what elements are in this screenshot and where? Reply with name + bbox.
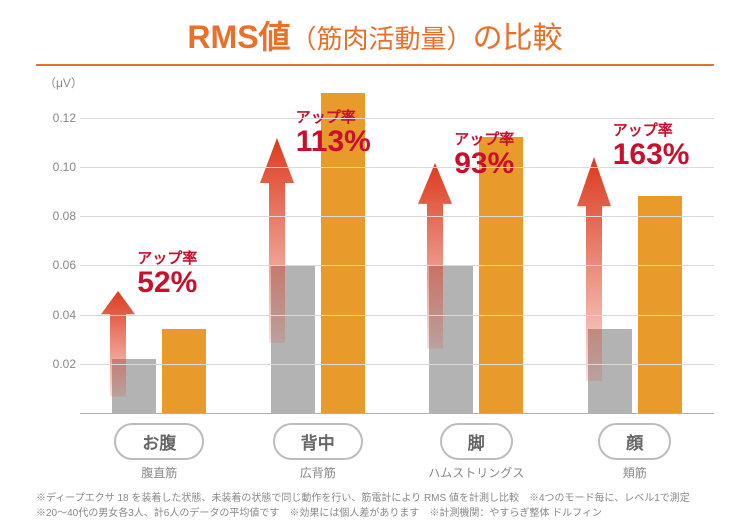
category-pill: 背中 (273, 423, 363, 460)
footnote-line: ※20～40代の男女各3人、計6人のデータの平均値です ※効果には個人差がありま… (36, 506, 714, 521)
title-tail: の比較 (473, 22, 563, 55)
y-axis-unit: （μV） (44, 74, 714, 91)
bar-group: アップ率52% (80, 93, 239, 413)
bar-group: アップ率163% (556, 93, 715, 413)
up-arrow-icon (418, 163, 452, 349)
category-pill: お腹 (114, 423, 204, 460)
bar-after (321, 93, 365, 413)
y-tick-label: 0.04 (53, 308, 76, 322)
bar-after (479, 137, 523, 413)
category-pill: 脚 (440, 423, 513, 460)
increase-callout: アップ率52% (137, 247, 197, 298)
increase-label: アップ率 (613, 119, 690, 140)
title-divider (36, 64, 714, 66)
y-tick-label: 0.02 (53, 357, 76, 371)
bar-group: アップ率93% (397, 93, 556, 413)
y-tick-label: 0.10 (53, 160, 76, 174)
bar-chart: 0.020.040.060.080.100.12 アップ率52% アップ率113… (36, 93, 714, 413)
up-arrow-icon (260, 138, 294, 343)
category-pill: 顔 (598, 423, 671, 460)
footnotes: ※ディープエクサ 18 を装着した状態、未装着の状態で同じ動作を行い、筋電計によ… (36, 491, 714, 521)
bar-groups: アップ率52% アップ率113% アップ率93% アップ率163% (80, 93, 714, 413)
footnote-line: ※ディープエクサ 18 を装着した状態、未装着の状態で同じ動作を行い、筋電計によ… (36, 491, 714, 506)
x-category: 顔頬筋 (556, 423, 715, 481)
bar-after (638, 196, 682, 413)
category-subtitle: 腹直筋 (80, 464, 239, 481)
category-subtitle: 広背筋 (239, 464, 398, 481)
y-axis: 0.02 0.04 0.06 0.08 0.10 0.12 (36, 93, 80, 413)
grid-line (80, 315, 714, 316)
category-subtitle: 頬筋 (556, 464, 715, 481)
grid-line (80, 216, 714, 217)
increase-value: 52% (137, 268, 197, 298)
increase-value: 163% (613, 140, 690, 170)
baseline (80, 413, 714, 414)
y-tick-label: 0.06 (53, 258, 76, 272)
chart-title: RMS値（筋肉活動量）の比較 (36, 12, 714, 58)
y-tick-label: 0.12 (53, 111, 76, 125)
bar-after (162, 329, 206, 413)
grid-line (80, 167, 714, 168)
bar-group: アップ率113% (239, 93, 398, 413)
grid-line (80, 118, 714, 119)
x-axis: お腹腹直筋背中広背筋脚ハムストリングス顔頬筋 (80, 423, 714, 481)
up-arrow-icon (577, 157, 611, 381)
x-category: 背中広背筋 (239, 423, 398, 481)
grid-line (80, 265, 714, 266)
increase-callout: アップ率163% (613, 119, 690, 170)
title-main: RMS値 (187, 19, 290, 55)
up-arrow-icon (101, 291, 135, 397)
x-category: 脚ハムストリングス (397, 423, 556, 481)
y-tick-label: 0.08 (53, 209, 76, 223)
title-sub: （筋肉活動量） (291, 24, 473, 54)
grid-line (80, 364, 714, 365)
category-subtitle: ハムストリングス (397, 464, 556, 481)
x-category: お腹腹直筋 (80, 423, 239, 481)
plot-area: アップ率52% アップ率113% アップ率93% アップ率163% (80, 93, 714, 413)
